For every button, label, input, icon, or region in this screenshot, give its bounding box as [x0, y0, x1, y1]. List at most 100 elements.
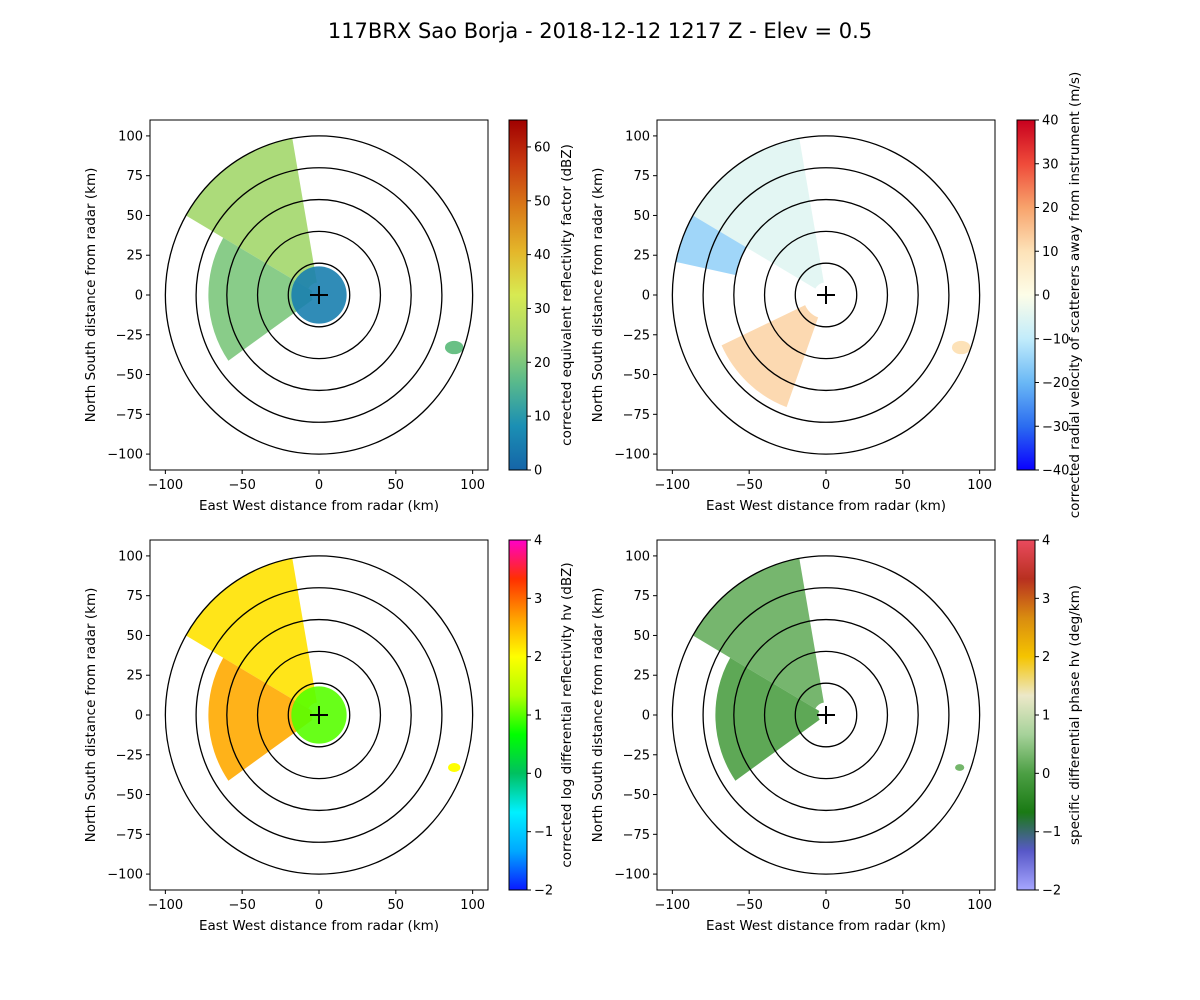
colorbar-tick-label: 60 [534, 140, 551, 155]
x-tick-label: −100 [148, 898, 184, 913]
colorbar-tick-label: −40 [1042, 464, 1069, 479]
colorbar-tick-label: 10 [1042, 245, 1059, 260]
y-tick-label: 100 [118, 129, 143, 144]
radar-panel-4: −100 −50 0 50 100 −100 −75 −50 −25 0 25 50 75 100 East… [590, 534, 1083, 935]
y-axis-label: North South distance from radar (km) [590, 588, 606, 843]
colorbar-tick-label: −1 [534, 825, 553, 840]
y-tick-label: 0 [135, 709, 143, 724]
echo-region-3 [721, 305, 819, 408]
x-tick-label: 100 [967, 898, 992, 913]
range-ring-80km [702, 587, 950, 843]
range-ring-40km [763, 650, 889, 780]
y-tick-label: 50 [633, 209, 650, 224]
colorbar-tick-label: −30 [1042, 420, 1069, 435]
x-axis-label: East West distance from radar (km) [706, 498, 946, 514]
echo-layer [185, 558, 461, 781]
x-tick-label: 0 [315, 898, 323, 913]
y-tick-label: 25 [126, 249, 143, 264]
x-tick-label: 0 [822, 478, 830, 493]
x-tick-label: 100 [460, 478, 485, 493]
range-ring-80km [702, 167, 950, 423]
y-tick-label: −75 [116, 408, 143, 423]
echo-layer [185, 138, 464, 361]
range-ring-100km [671, 555, 981, 875]
echo-layer [675, 138, 971, 408]
radar-site-marker [310, 706, 328, 724]
colorbar-tick-label: 1 [534, 709, 542, 724]
radar-site-marker [817, 286, 835, 304]
y-tick-label: 75 [126, 169, 143, 184]
x-axis-label: East West distance from radar (km) [199, 918, 439, 934]
colorbar-tick-label: 10 [534, 410, 551, 425]
echo-region-3 [955, 764, 965, 771]
radar-site-marker [817, 706, 835, 724]
x-tick-label: 100 [460, 898, 485, 913]
range-ring-80km [195, 167, 443, 423]
range-ring-60km [226, 618, 412, 812]
y-tick-label: 0 [642, 289, 650, 304]
y-axis-label: North South distance from radar (km) [83, 168, 99, 423]
range-ring-80km [195, 587, 443, 843]
echo-layer [692, 558, 965, 781]
colorbar-tick-label: 4 [1042, 534, 1050, 549]
y-tick-label: 25 [633, 669, 650, 684]
echo-region-1 [692, 558, 824, 709]
echo-region-1 [185, 558, 317, 709]
range-ring-60km [733, 198, 919, 392]
y-axis-label: North South distance from radar (km) [590, 168, 606, 423]
colorbar-tick-label: 0 [534, 464, 542, 479]
x-axis-label: East West distance from radar (km) [706, 918, 946, 934]
x-tick-label: 50 [388, 478, 405, 493]
colorbar-tick-label: 0 [1042, 289, 1050, 304]
colorbar [508, 539, 528, 891]
colorbar-label: corrected log differential reflectivity … [559, 562, 575, 867]
y-tick-label: 50 [126, 629, 143, 644]
y-tick-label: −75 [623, 828, 650, 843]
echo-region-4 [951, 340, 971, 355]
y-tick-label: 0 [642, 709, 650, 724]
echo-region-4 [444, 340, 464, 355]
echo-region-1 [185, 138, 317, 289]
y-tick-label: −75 [116, 828, 143, 843]
range-ring-20km [287, 682, 351, 748]
radar-panel-3: −100 −50 0 50 100 −100 −75 −50 −25 0 25 50 75 100 East… [83, 534, 575, 935]
colorbar-tick-label: 3 [1042, 592, 1050, 607]
colorbar-tick-label: −2 [534, 884, 553, 899]
x-tick-label: 100 [967, 478, 992, 493]
y-tick-label: −50 [116, 788, 143, 803]
y-tick-label: −50 [623, 788, 650, 803]
colorbar-tick-label: 30 [1042, 157, 1059, 172]
colorbar-tick-label: 20 [1042, 201, 1059, 216]
y-tick-label: −100 [107, 448, 143, 463]
colorbar-tick-label: −2 [1042, 884, 1061, 899]
colorbar [1016, 539, 1036, 891]
x-tick-label: −50 [735, 898, 762, 913]
y-tick-label: −25 [623, 328, 650, 343]
x-tick-label: 0 [822, 898, 830, 913]
panel-grid: −100 −50 0 50 100−100−75−50−250255075100East… [83, 72, 1083, 934]
radar-panel-2: −100 −50 0 50 100−100−75−50−250255075100East… [590, 72, 1083, 518]
x-tick-label: 0 [315, 478, 323, 493]
y-tick-label: −50 [623, 368, 650, 383]
y-tick-label: −100 [107, 868, 143, 883]
y-tick-label: −25 [623, 748, 650, 763]
y-tick-label: −25 [116, 748, 143, 763]
x-tick-label: −100 [148, 478, 184, 493]
y-tick-label: 75 [633, 169, 650, 184]
colorbar-tick-label: 2 [1042, 650, 1050, 665]
colorbar-tick-label: 40 [1042, 114, 1059, 129]
colorbar-label: specific differential phase hv (deg/km) [1067, 585, 1083, 845]
y-tick-label: −100 [614, 448, 650, 463]
range-ring-60km [733, 618, 919, 812]
range-ring-20km [794, 682, 858, 748]
y-tick-label: 50 [633, 629, 650, 644]
colorbar-tick-label: −1 [1042, 825, 1061, 840]
colorbar-tick-label: 3 [534, 592, 542, 607]
colorbar-tick-label: −20 [1042, 376, 1069, 391]
y-tick-label: −100 [614, 868, 650, 883]
colorbar-tick-label: −10 [1042, 332, 1069, 347]
echo-region-4 [448, 763, 461, 772]
range-ring-100km [164, 135, 474, 455]
y-tick-label: 25 [633, 249, 650, 264]
colorbar [508, 119, 528, 471]
